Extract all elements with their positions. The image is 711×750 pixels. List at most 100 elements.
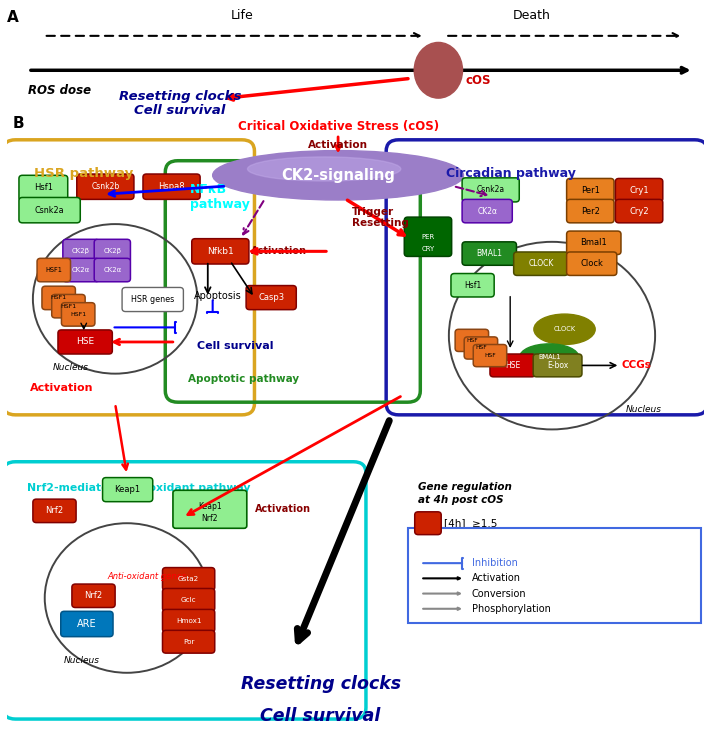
Text: Activation: Activation xyxy=(30,382,93,392)
Ellipse shape xyxy=(247,157,401,181)
Text: Nucleus: Nucleus xyxy=(64,656,100,665)
FancyBboxPatch shape xyxy=(567,231,621,254)
Text: HSE: HSE xyxy=(505,361,520,370)
Text: Resetting clocks: Resetting clocks xyxy=(240,675,401,693)
FancyBboxPatch shape xyxy=(77,174,134,200)
Text: Csnk2a: Csnk2a xyxy=(476,185,505,194)
Text: Nrf2: Nrf2 xyxy=(46,506,63,515)
FancyBboxPatch shape xyxy=(163,610,215,632)
Text: CK2α: CK2α xyxy=(103,267,122,273)
Text: Per1: Per1 xyxy=(581,186,600,195)
Ellipse shape xyxy=(534,314,595,344)
Text: PER: PER xyxy=(422,234,434,240)
FancyBboxPatch shape xyxy=(37,258,70,282)
Text: cOS: cOS xyxy=(466,74,491,87)
Text: Nrf2-mediated anti-oxidant pathway: Nrf2-mediated anti-oxidant pathway xyxy=(26,483,250,493)
FancyBboxPatch shape xyxy=(102,478,153,502)
Text: CK2β: CK2β xyxy=(72,248,90,254)
Text: HSF1: HSF1 xyxy=(50,296,67,301)
Text: Inhibition: Inhibition xyxy=(472,558,518,568)
Text: Death: Death xyxy=(513,9,550,22)
FancyBboxPatch shape xyxy=(52,295,85,318)
Text: Apoptosis: Apoptosis xyxy=(194,291,242,301)
Text: Bmal1: Bmal1 xyxy=(580,238,607,248)
Text: E-box: E-box xyxy=(547,361,568,370)
FancyBboxPatch shape xyxy=(616,178,663,202)
FancyBboxPatch shape xyxy=(616,200,663,223)
Text: Conversion: Conversion xyxy=(472,589,526,598)
FancyBboxPatch shape xyxy=(19,197,80,223)
Text: Hspa8: Hspa8 xyxy=(159,182,185,191)
Text: HSF: HSF xyxy=(466,338,478,343)
Ellipse shape xyxy=(213,151,464,200)
FancyBboxPatch shape xyxy=(42,286,75,310)
Text: HSF: HSF xyxy=(484,353,496,358)
FancyBboxPatch shape xyxy=(567,200,614,223)
Text: CLOCK: CLOCK xyxy=(553,326,576,332)
Text: HSF1: HSF1 xyxy=(70,312,86,317)
FancyBboxPatch shape xyxy=(33,500,76,523)
Text: Csnk2a: Csnk2a xyxy=(35,206,65,214)
Text: Gsta2: Gsta2 xyxy=(178,576,199,582)
Text: CRY: CRY xyxy=(422,247,434,253)
Text: Gclc: Gclc xyxy=(181,597,196,603)
Text: Resetting clocks: Resetting clocks xyxy=(119,90,241,103)
FancyBboxPatch shape xyxy=(455,329,488,352)
FancyBboxPatch shape xyxy=(513,252,568,275)
FancyBboxPatch shape xyxy=(246,286,296,310)
FancyBboxPatch shape xyxy=(405,217,451,256)
Text: Cell survival: Cell survival xyxy=(198,341,274,352)
Text: Life: Life xyxy=(230,9,253,22)
Text: CCGs: CCGs xyxy=(621,361,651,370)
Text: BMAL1: BMAL1 xyxy=(476,249,502,258)
Text: Casp3: Casp3 xyxy=(258,293,284,302)
Text: Keap1: Keap1 xyxy=(114,485,141,494)
Text: Csnk2b: Csnk2b xyxy=(91,182,119,191)
Ellipse shape xyxy=(520,344,579,370)
Text: CK2α: CK2α xyxy=(477,206,497,215)
Text: CK2α: CK2α xyxy=(72,267,90,273)
FancyBboxPatch shape xyxy=(462,178,519,202)
Text: HSF1: HSF1 xyxy=(60,304,77,309)
FancyBboxPatch shape xyxy=(163,589,215,611)
Text: Phosphorylation: Phosphorylation xyxy=(472,604,551,613)
FancyBboxPatch shape xyxy=(122,287,183,311)
Text: Por: Por xyxy=(183,639,194,645)
Text: Nucleus: Nucleus xyxy=(53,363,88,372)
Text: Hsf1: Hsf1 xyxy=(464,280,481,290)
Text: Cry1: Cry1 xyxy=(629,186,649,195)
FancyBboxPatch shape xyxy=(567,252,617,275)
Text: Gene regulation
at 4h post cOS: Gene regulation at 4h post cOS xyxy=(418,482,512,505)
Text: Cell survival: Cell survival xyxy=(134,104,225,117)
Text: Nrf2: Nrf2 xyxy=(202,514,218,523)
FancyBboxPatch shape xyxy=(143,174,200,200)
Text: Trigger
Resetting: Trigger Resetting xyxy=(352,207,409,228)
Text: HSF: HSF xyxy=(475,346,487,350)
Text: Nrf2: Nrf2 xyxy=(85,591,102,600)
FancyBboxPatch shape xyxy=(474,344,507,367)
FancyBboxPatch shape xyxy=(19,176,68,201)
Text: Cry2: Cry2 xyxy=(629,206,649,215)
FancyBboxPatch shape xyxy=(173,490,247,528)
FancyBboxPatch shape xyxy=(462,242,516,266)
FancyBboxPatch shape xyxy=(490,354,535,376)
Text: Cell survival: Cell survival xyxy=(260,707,381,725)
FancyBboxPatch shape xyxy=(451,274,494,297)
FancyBboxPatch shape xyxy=(192,238,249,264)
Text: BMAL1: BMAL1 xyxy=(538,354,560,360)
Text: Activation: Activation xyxy=(251,246,307,256)
FancyBboxPatch shape xyxy=(94,258,130,282)
FancyBboxPatch shape xyxy=(61,303,95,326)
Text: A: A xyxy=(7,10,19,25)
FancyBboxPatch shape xyxy=(533,354,582,376)
Text: Critical Oxidative Stress (cOS): Critical Oxidative Stress (cOS) xyxy=(237,120,439,133)
FancyBboxPatch shape xyxy=(567,178,614,202)
FancyBboxPatch shape xyxy=(63,239,99,262)
Text: [4h]  ≥1.5: [4h] ≥1.5 xyxy=(444,518,498,528)
FancyBboxPatch shape xyxy=(58,330,112,354)
Text: B: B xyxy=(13,116,24,131)
Text: ARE: ARE xyxy=(77,619,97,629)
Text: Keap1: Keap1 xyxy=(198,503,222,512)
Text: CK2-signaling: CK2-signaling xyxy=(281,168,395,183)
FancyBboxPatch shape xyxy=(415,512,442,535)
